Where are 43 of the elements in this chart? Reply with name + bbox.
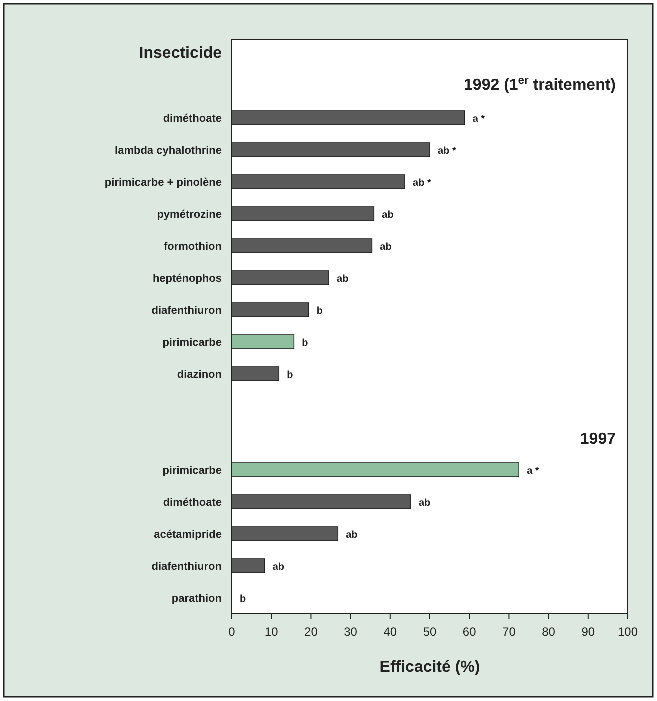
y-tick-label: diméthoate [163,497,222,509]
data-label: ab [346,530,358,541]
annotation: 1997 [580,431,616,448]
y-tick-label: pirimicarbe + pinolène [104,177,222,189]
x-tick-label: 90 [582,625,596,639]
y-tick-label: formothion [164,241,222,253]
x-tick-label: 100 [618,625,638,639]
data-label: b [240,594,246,605]
y-tick-label: diafenthiuron [152,305,222,317]
y-axis-title: Insecticide [139,45,222,62]
y-tick-label: pirimicarbe [162,465,222,477]
y-tick-label: acétamipride [154,529,222,541]
data-label: ab [418,498,431,509]
y-tick-label: pirimicarbe [162,337,222,349]
data-label: ab [380,242,392,253]
x-tick-label: 60 [462,625,477,639]
y-tick-label: diafenthiuron [152,561,222,573]
data-label: ab * [413,178,432,189]
data-label: ab [382,210,394,221]
y-tick-label: parathion [172,593,222,605]
data-label: ab [337,274,349,285]
text: 1992 (1$^{er}$ traitement) [464,75,616,94]
y-tick-label: diazinon [177,369,222,381]
x-axis-title: Efficacité (%) [380,659,480,676]
x-tick-label: 20 [304,625,318,639]
data-label: ab [272,562,285,573]
data-label: b [287,370,294,381]
data-label: b [316,306,323,317]
data-label: ab * [438,146,456,157]
x-tick-label: 0 [228,625,236,639]
x-tick-label: 40 [384,625,398,639]
x-tick-label: 50 [423,625,437,639]
y-tick-label: diméthoate [163,113,222,125]
x-tick-label: 10 [264,625,279,639]
y-tick-label: pymétrozine [157,209,222,221]
data-label: a * [472,114,486,125]
y-tick-label: hepténophos [152,273,222,285]
data-label: a * [527,466,540,477]
x-tick-label: 30 [344,625,358,639]
y-tick-label: lambda cyhalothrine [115,145,222,157]
x-tick-label: 70 [502,625,516,639]
data-label: b [302,338,308,349]
x-tick-label: 80 [542,625,556,639]
